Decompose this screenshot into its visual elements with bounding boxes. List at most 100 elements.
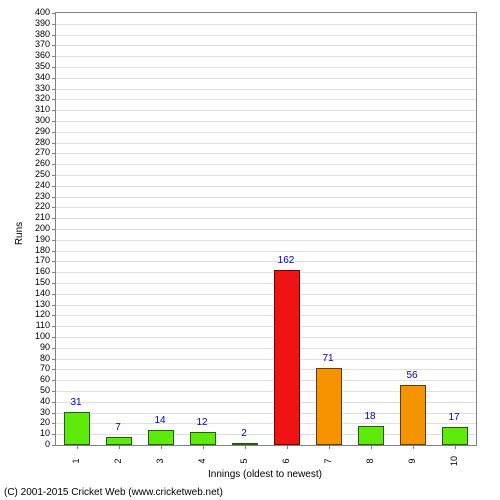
ytick-label: 150	[35, 277, 50, 287]
ytick-label: 310	[35, 104, 50, 114]
ytick-mark	[52, 402, 56, 403]
ytick-label: 230	[35, 191, 50, 201]
ytick-mark	[52, 207, 56, 208]
chart-container: Runs Innings (oldest to newest) (C) 2001…	[0, 0, 500, 500]
bar-value-label: 162	[278, 255, 295, 266]
ytick-label: 320	[35, 93, 50, 103]
gridline	[56, 348, 476, 349]
footer-copyright: (C) 2001-2015 Cricket Web (www.cricketwe…	[4, 487, 223, 498]
ytick-mark	[52, 445, 56, 446]
xtick-mark	[203, 445, 204, 449]
bar	[358, 426, 384, 445]
ytick-mark	[52, 13, 56, 14]
ytick-mark	[52, 229, 56, 230]
ytick-label: 390	[35, 18, 50, 28]
bar	[148, 430, 174, 445]
ytick-label: 210	[35, 212, 50, 222]
gridline	[56, 305, 476, 306]
ytick-label: 160	[35, 266, 50, 276]
ytick-label: 220	[35, 201, 50, 211]
ytick-label: 50	[40, 385, 50, 395]
xtick-mark	[287, 445, 288, 449]
ytick-label: 110	[36, 320, 50, 330]
bar	[274, 270, 300, 445]
ytick-label: 10	[40, 428, 50, 438]
ytick-mark	[52, 380, 56, 381]
ytick-mark	[52, 348, 56, 349]
ytick-mark	[52, 99, 56, 100]
ytick-label: 60	[40, 374, 50, 384]
ytick-mark	[52, 423, 56, 424]
ytick-label: 90	[40, 342, 50, 352]
bar	[190, 432, 216, 445]
gridline	[56, 164, 476, 165]
ytick-label: 40	[40, 396, 50, 406]
ytick-mark	[52, 240, 56, 241]
ytick-mark	[52, 272, 56, 273]
gridline	[56, 45, 476, 46]
xtick-mark	[455, 445, 456, 449]
gridline	[56, 143, 476, 144]
xtick-mark	[161, 445, 162, 449]
ytick-label: 120	[35, 309, 50, 319]
gridline	[56, 89, 476, 90]
ytick-mark	[52, 164, 56, 165]
ytick-mark	[52, 35, 56, 36]
ytick-mark	[52, 110, 56, 111]
ytick-mark	[52, 186, 56, 187]
ytick-mark	[52, 434, 56, 435]
ytick-label: 340	[35, 72, 50, 82]
bar-value-label: 17	[448, 412, 459, 423]
xtick-label: 3	[155, 458, 165, 463]
gridline	[56, 153, 476, 154]
bar-value-label: 31	[70, 397, 81, 408]
ytick-mark	[52, 89, 56, 90]
ytick-mark	[52, 283, 56, 284]
gridline	[56, 261, 476, 262]
gridline	[56, 99, 476, 100]
bar	[400, 385, 426, 445]
ytick-label: 250	[35, 169, 50, 179]
ytick-label: 0	[45, 439, 50, 449]
bar-value-label: 56	[406, 370, 417, 381]
xtick-label: 4	[197, 458, 207, 463]
ytick-mark	[52, 56, 56, 57]
ytick-mark	[52, 391, 56, 392]
plot-area	[55, 12, 477, 446]
xtick-label: 1	[71, 458, 81, 463]
ytick-label: 130	[35, 299, 50, 309]
gridline	[56, 326, 476, 327]
ytick-label: 360	[35, 50, 50, 60]
bar	[316, 368, 342, 445]
gridline	[56, 229, 476, 230]
gridline	[56, 186, 476, 187]
ytick-mark	[52, 197, 56, 198]
gridline	[56, 24, 476, 25]
xtick-mark	[329, 445, 330, 449]
ytick-label: 330	[35, 83, 50, 93]
xtick-mark	[245, 445, 246, 449]
y-axis-label: Runs	[14, 222, 25, 245]
ytick-mark	[52, 359, 56, 360]
ytick-mark	[52, 218, 56, 219]
gridline	[56, 359, 476, 360]
ytick-label: 20	[40, 417, 50, 427]
xtick-label: 5	[239, 458, 249, 463]
gridline	[56, 175, 476, 176]
ytick-mark	[52, 261, 56, 262]
ytick-label: 350	[35, 61, 50, 71]
gridline	[56, 67, 476, 68]
gridline	[56, 315, 476, 316]
ytick-label: 270	[35, 147, 50, 157]
bar	[442, 427, 468, 445]
ytick-label: 30	[40, 407, 50, 417]
gridline	[56, 197, 476, 198]
xtick-label: 6	[281, 458, 291, 463]
ytick-mark	[52, 78, 56, 79]
ytick-label: 100	[35, 331, 50, 341]
bar-value-label: 7	[115, 422, 121, 433]
bar	[64, 412, 90, 445]
gridline	[56, 56, 476, 57]
ytick-mark	[52, 326, 56, 327]
ytick-label: 300	[35, 115, 50, 125]
